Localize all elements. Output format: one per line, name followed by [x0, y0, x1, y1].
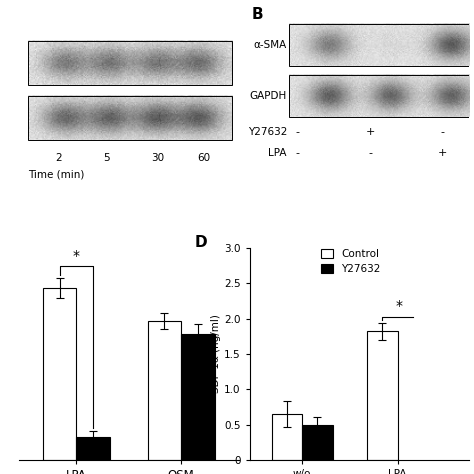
- Text: 30: 30: [151, 153, 164, 163]
- Text: α-SMA: α-SMA: [254, 40, 287, 50]
- Legend: Control, Y27632: Control, Y27632: [321, 249, 381, 274]
- Text: +: +: [438, 148, 447, 158]
- Text: *: *: [396, 299, 403, 313]
- Bar: [28, 96, 232, 140]
- Text: -: -: [296, 148, 300, 158]
- Bar: [147, 321, 181, 460]
- Bar: [76, 437, 110, 460]
- Bar: [181, 334, 215, 460]
- Text: +: +: [366, 127, 375, 137]
- Text: -: -: [368, 148, 373, 158]
- Text: Y27632: Y27632: [247, 127, 287, 137]
- Text: -: -: [296, 127, 300, 137]
- Text: GAPDH: GAPDH: [250, 91, 287, 101]
- Text: B: B: [252, 7, 264, 22]
- Bar: [43, 288, 76, 460]
- Text: -: -: [441, 127, 445, 137]
- Text: *: *: [73, 249, 80, 264]
- Text: D: D: [195, 236, 207, 250]
- Text: 60: 60: [197, 153, 210, 163]
- Text: LPA: LPA: [268, 148, 287, 158]
- Bar: [28, 41, 232, 85]
- Bar: [367, 331, 398, 460]
- Y-axis label: SDF-1α (ng/ml): SDF-1α (ng/ml): [211, 315, 221, 393]
- Text: Time (min): Time (min): [28, 170, 84, 180]
- Text: 2: 2: [55, 153, 62, 163]
- Text: 5: 5: [103, 153, 110, 163]
- Bar: [289, 24, 474, 66]
- Bar: [289, 74, 474, 117]
- Bar: [272, 414, 302, 460]
- Bar: [302, 425, 333, 460]
